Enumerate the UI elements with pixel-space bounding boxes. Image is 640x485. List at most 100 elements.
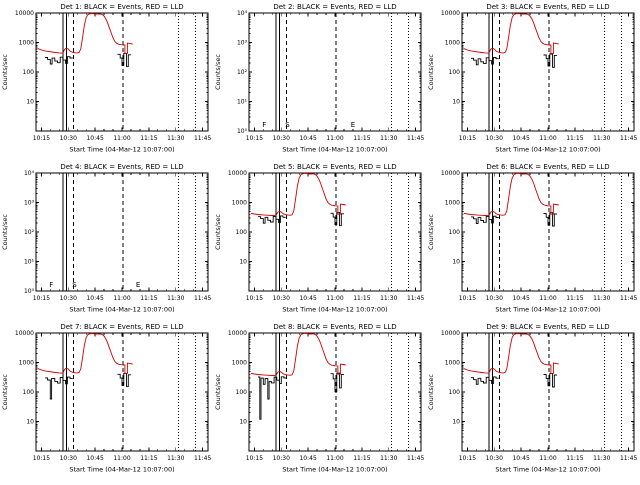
x-tick-label: 11:15: [566, 455, 583, 462]
y-axis-title: Counts/sec: [214, 54, 222, 90]
x-tick-label: 11:15: [566, 135, 583, 142]
events-series-line: [117, 52, 131, 68]
y-tick-label: 100: [236, 229, 248, 236]
x-tick-label: 10:15: [459, 295, 476, 302]
x-tick-label: 10:15: [246, 295, 263, 302]
x-tick-label: 10:45: [512, 135, 529, 142]
events-series-line: [543, 373, 557, 388]
x-tick-label: 10:45: [299, 295, 316, 302]
events-series-line: [471, 215, 499, 225]
lld-series-line: [37, 333, 133, 374]
x-tick-label: 10:45: [86, 135, 103, 142]
y-tick-label: 1000: [445, 40, 460, 47]
x-tick-label: 11:00: [326, 135, 343, 142]
plot-frame: [35, 12, 209, 132]
y-tick-label: 10⁴: [24, 170, 35, 177]
x-tick-label: 11:00: [539, 455, 556, 462]
x-tick-label: 11:15: [140, 295, 157, 302]
panel-title: Det 9: BLACK = Events, RED = LLD: [486, 323, 609, 331]
x-axis-title: Start Time (04-Mar-12 10:07:00): [495, 466, 600, 474]
y-tick-label: 10: [452, 419, 460, 426]
x-tick-label: 11:00: [113, 135, 130, 142]
y-tick-label: 100: [23, 389, 35, 396]
detector-panel-5: Det 5: BLACK = Events, RED = LLD 10 100 100…: [213, 160, 426, 320]
y-axis-title: Counts/sec: [427, 214, 435, 250]
y-tick-label: 10: [26, 99, 34, 106]
x-tick-label: 11:30: [593, 455, 610, 462]
lld-series-line: [250, 332, 346, 377]
x-tick-label: 11:30: [380, 135, 397, 142]
panel-plot-svg: Det 7: BLACK = Events, RED = LLD 10 100 100…: [1, 323, 211, 474]
panel-title: Det 2: BLACK = Events, RED = LLD: [273, 3, 396, 11]
lld-series-line: [250, 172, 346, 217]
x-tick-label: 11:45: [194, 295, 211, 302]
y-tick-label: 1000: [19, 40, 34, 47]
x-tick-label: 10:30: [60, 135, 77, 142]
y-tick-label: 10000: [441, 10, 460, 17]
flag-letter-f: F: [262, 121, 266, 129]
panel-title: Det 1: BLACK = Events, RED = LLD: [60, 3, 183, 11]
y-tick-label: 1000: [232, 360, 247, 367]
y-tick-label: 1000: [445, 200, 460, 207]
events-series-line: [45, 376, 73, 400]
x-tick-label: 10:30: [486, 455, 503, 462]
y-tick-label: 10³: [24, 200, 35, 207]
x-axis-title: Start Time (04-Mar-12 10:07:00): [495, 146, 600, 154]
detector-panel-1: Det 1: BLACK = Events, RED = LLD 10 100 100…: [0, 0, 213, 160]
x-tick-label: 10:15: [33, 455, 50, 462]
x-axis-title: Start Time (04-Mar-12 10:07:00): [495, 306, 600, 314]
y-tick-label: 10: [239, 419, 247, 426]
x-tick-label: 10:45: [299, 455, 316, 462]
x-tick-label: 10:30: [273, 295, 290, 302]
y-tick-label: 10⁰: [24, 288, 35, 295]
y-axis-title: Counts/sec: [427, 374, 435, 410]
x-tick-label: 10:30: [60, 455, 77, 462]
y-tick-label: 10⁰: [237, 128, 248, 135]
x-tick-label: 11:45: [620, 135, 637, 142]
y-tick-label: 100: [236, 389, 248, 396]
x-tick-label: 11:15: [353, 295, 370, 302]
x-tick-label: 10:45: [86, 295, 103, 302]
x-axis-title: Start Time (04-Mar-12 10:07:00): [69, 306, 174, 314]
y-tick-label: 10000: [15, 330, 34, 337]
x-axis-title: Start Time (04-Mar-12 10:07:00): [282, 466, 387, 474]
x-tick-label: 11:45: [194, 135, 211, 142]
x-tick-label: 10:45: [299, 135, 316, 142]
x-tick-label: 11:45: [194, 455, 211, 462]
y-tick-label: 100: [449, 229, 461, 236]
detector-panel-2: Det 2: BLACK = Events, RED = LLD 10⁰ 10¹ 10…: [213, 0, 426, 160]
y-axis-title: Counts/sec: [427, 54, 435, 90]
panel-plot-svg: Det 3: BLACK = Events, RED = LLD 10 100 100…: [427, 3, 637, 154]
y-tick-label: 10000: [228, 330, 247, 337]
panel-plot-svg: Det 5: BLACK = Events, RED = LLD 10 100 100…: [214, 163, 424, 314]
x-tick-label: 11:15: [353, 135, 370, 142]
x-tick-label: 11:30: [167, 455, 184, 462]
lld-series-line: [37, 13, 133, 54]
y-tick-label: 100: [449, 389, 461, 396]
events-series-line: [45, 56, 73, 65]
x-tick-label: 11:15: [140, 455, 157, 462]
y-tick-label: 1000: [232, 200, 247, 207]
y-axis-title: Counts/sec: [1, 54, 9, 90]
y-axis-title: Counts/sec: [214, 374, 222, 410]
x-axis-title: Start Time (04-Mar-12 10:07:00): [69, 146, 174, 154]
events-series-line: [471, 56, 499, 66]
y-tick-label: 10000: [228, 170, 247, 177]
x-tick-label: 11:15: [566, 295, 583, 302]
y-tick-label: 100: [449, 69, 461, 76]
lld-series-line: [463, 13, 559, 54]
detector-panel-9: Det 9: BLACK = Events, RED = LLD 10 100 100…: [426, 320, 639, 480]
panel-plot-svg: Det 2: BLACK = Events, RED = LLD 10⁰ 10¹ 10…: [214, 3, 424, 154]
detector-panel-6: Det 6: BLACK = Events, RED = LLD 10 100 100…: [426, 160, 639, 320]
x-tick-label: 10:30: [486, 295, 503, 302]
x-tick-label: 11:00: [326, 455, 343, 462]
x-tick-label: 10:30: [486, 135, 503, 142]
y-tick-label: 10: [239, 259, 247, 266]
x-tick-label: 11:45: [407, 295, 424, 302]
y-axis-title: Counts/sec: [1, 214, 9, 250]
events-series-line: [471, 376, 499, 385]
x-tick-label: 10:15: [246, 455, 263, 462]
x-tick-label: 11:00: [113, 455, 130, 462]
panel-title: Det 7: BLACK = Events, RED = LLD: [60, 323, 183, 331]
